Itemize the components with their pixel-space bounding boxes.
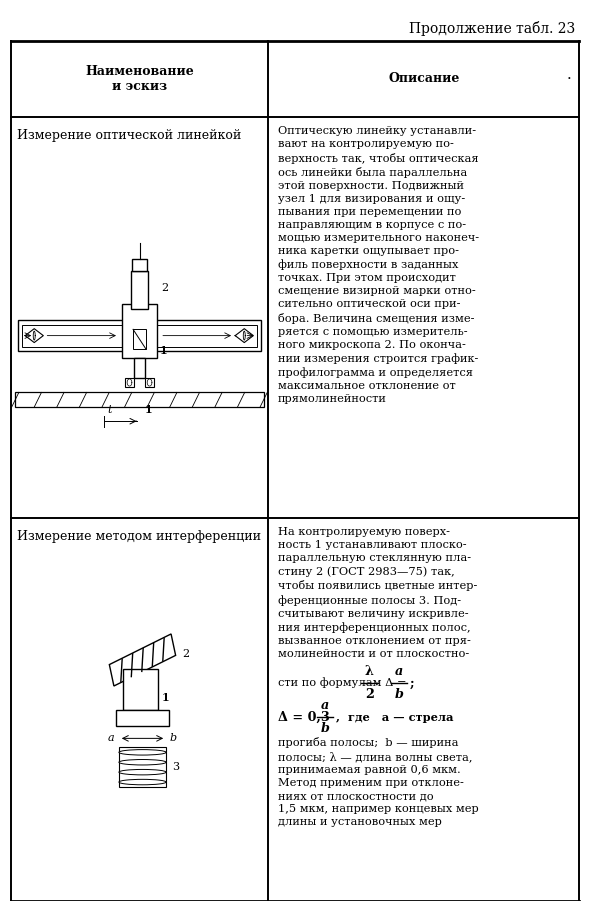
Text: λ: λ [365,665,374,678]
Text: Наименование
и эскиз: Наименование и эскиз [85,65,194,93]
Text: b: b [169,733,176,743]
Text: 2: 2 [182,649,189,659]
Text: a: a [107,733,114,743]
Text: a: a [321,699,329,712]
Bar [131,271,149,309]
Text: 1: 1 [162,692,169,703]
Bar [15,393,264,407]
Text: ;: ; [409,677,414,689]
Ellipse shape [119,760,166,765]
Bar [123,305,157,359]
Polygon shape [109,634,176,686]
Bar [119,748,166,787]
Text: Измерение методом интерференции: Измерение методом интерференции [17,530,261,542]
Text: 3: 3 [172,762,179,772]
Text: Продолжение табл. 23: Продолжение табл. 23 [409,21,575,36]
Text: 1: 1 [159,344,167,356]
Text: сти по формулам Δ =: сти по формулам Δ = [278,678,407,688]
Bar [132,259,147,271]
Text: ,  где   a — стрела: , где a — стрела [336,712,453,723]
Text: Оптическую линейку устанавли-
вают на контролируемую по-
верхность так, чтобы оп: Оптическую линейку устанавли- вают на ко… [278,126,479,405]
Bar [133,330,146,350]
Bar [22,324,257,347]
Text: b: b [394,688,404,701]
Text: a: a [395,665,403,678]
Text: 2: 2 [365,688,374,701]
Text: ·: · [566,72,571,86]
Ellipse shape [119,779,166,785]
Ellipse shape [119,769,166,775]
Text: b: b [320,723,330,735]
Bar [123,669,158,710]
Text: прогиба полосы;  b — ширина
полосы; λ — длина волны света,
принимаемая равной 0,: прогиба полосы; b — ширина полосы; λ — д… [278,737,478,827]
Bar [126,378,134,387]
Bar [134,359,145,378]
Ellipse shape [119,750,166,755]
Bar [116,710,169,726]
Text: 2: 2 [160,283,168,293]
Bar [18,321,261,351]
Bar [145,378,153,387]
Text: Δ = 0,3: Δ = 0,3 [278,711,330,724]
Text: На контролируемую поверх-
ность 1 устанавливают плоско-
параллельную стеклянную : На контролируемую поверх- ность 1 устана… [278,527,477,659]
Text: t: t [107,405,112,415]
Text: 1: 1 [145,404,152,415]
Text: Измерение оптической линейкой: Измерение оптической линейкой [17,129,241,141]
Text: Описание: Описание [388,72,460,86]
